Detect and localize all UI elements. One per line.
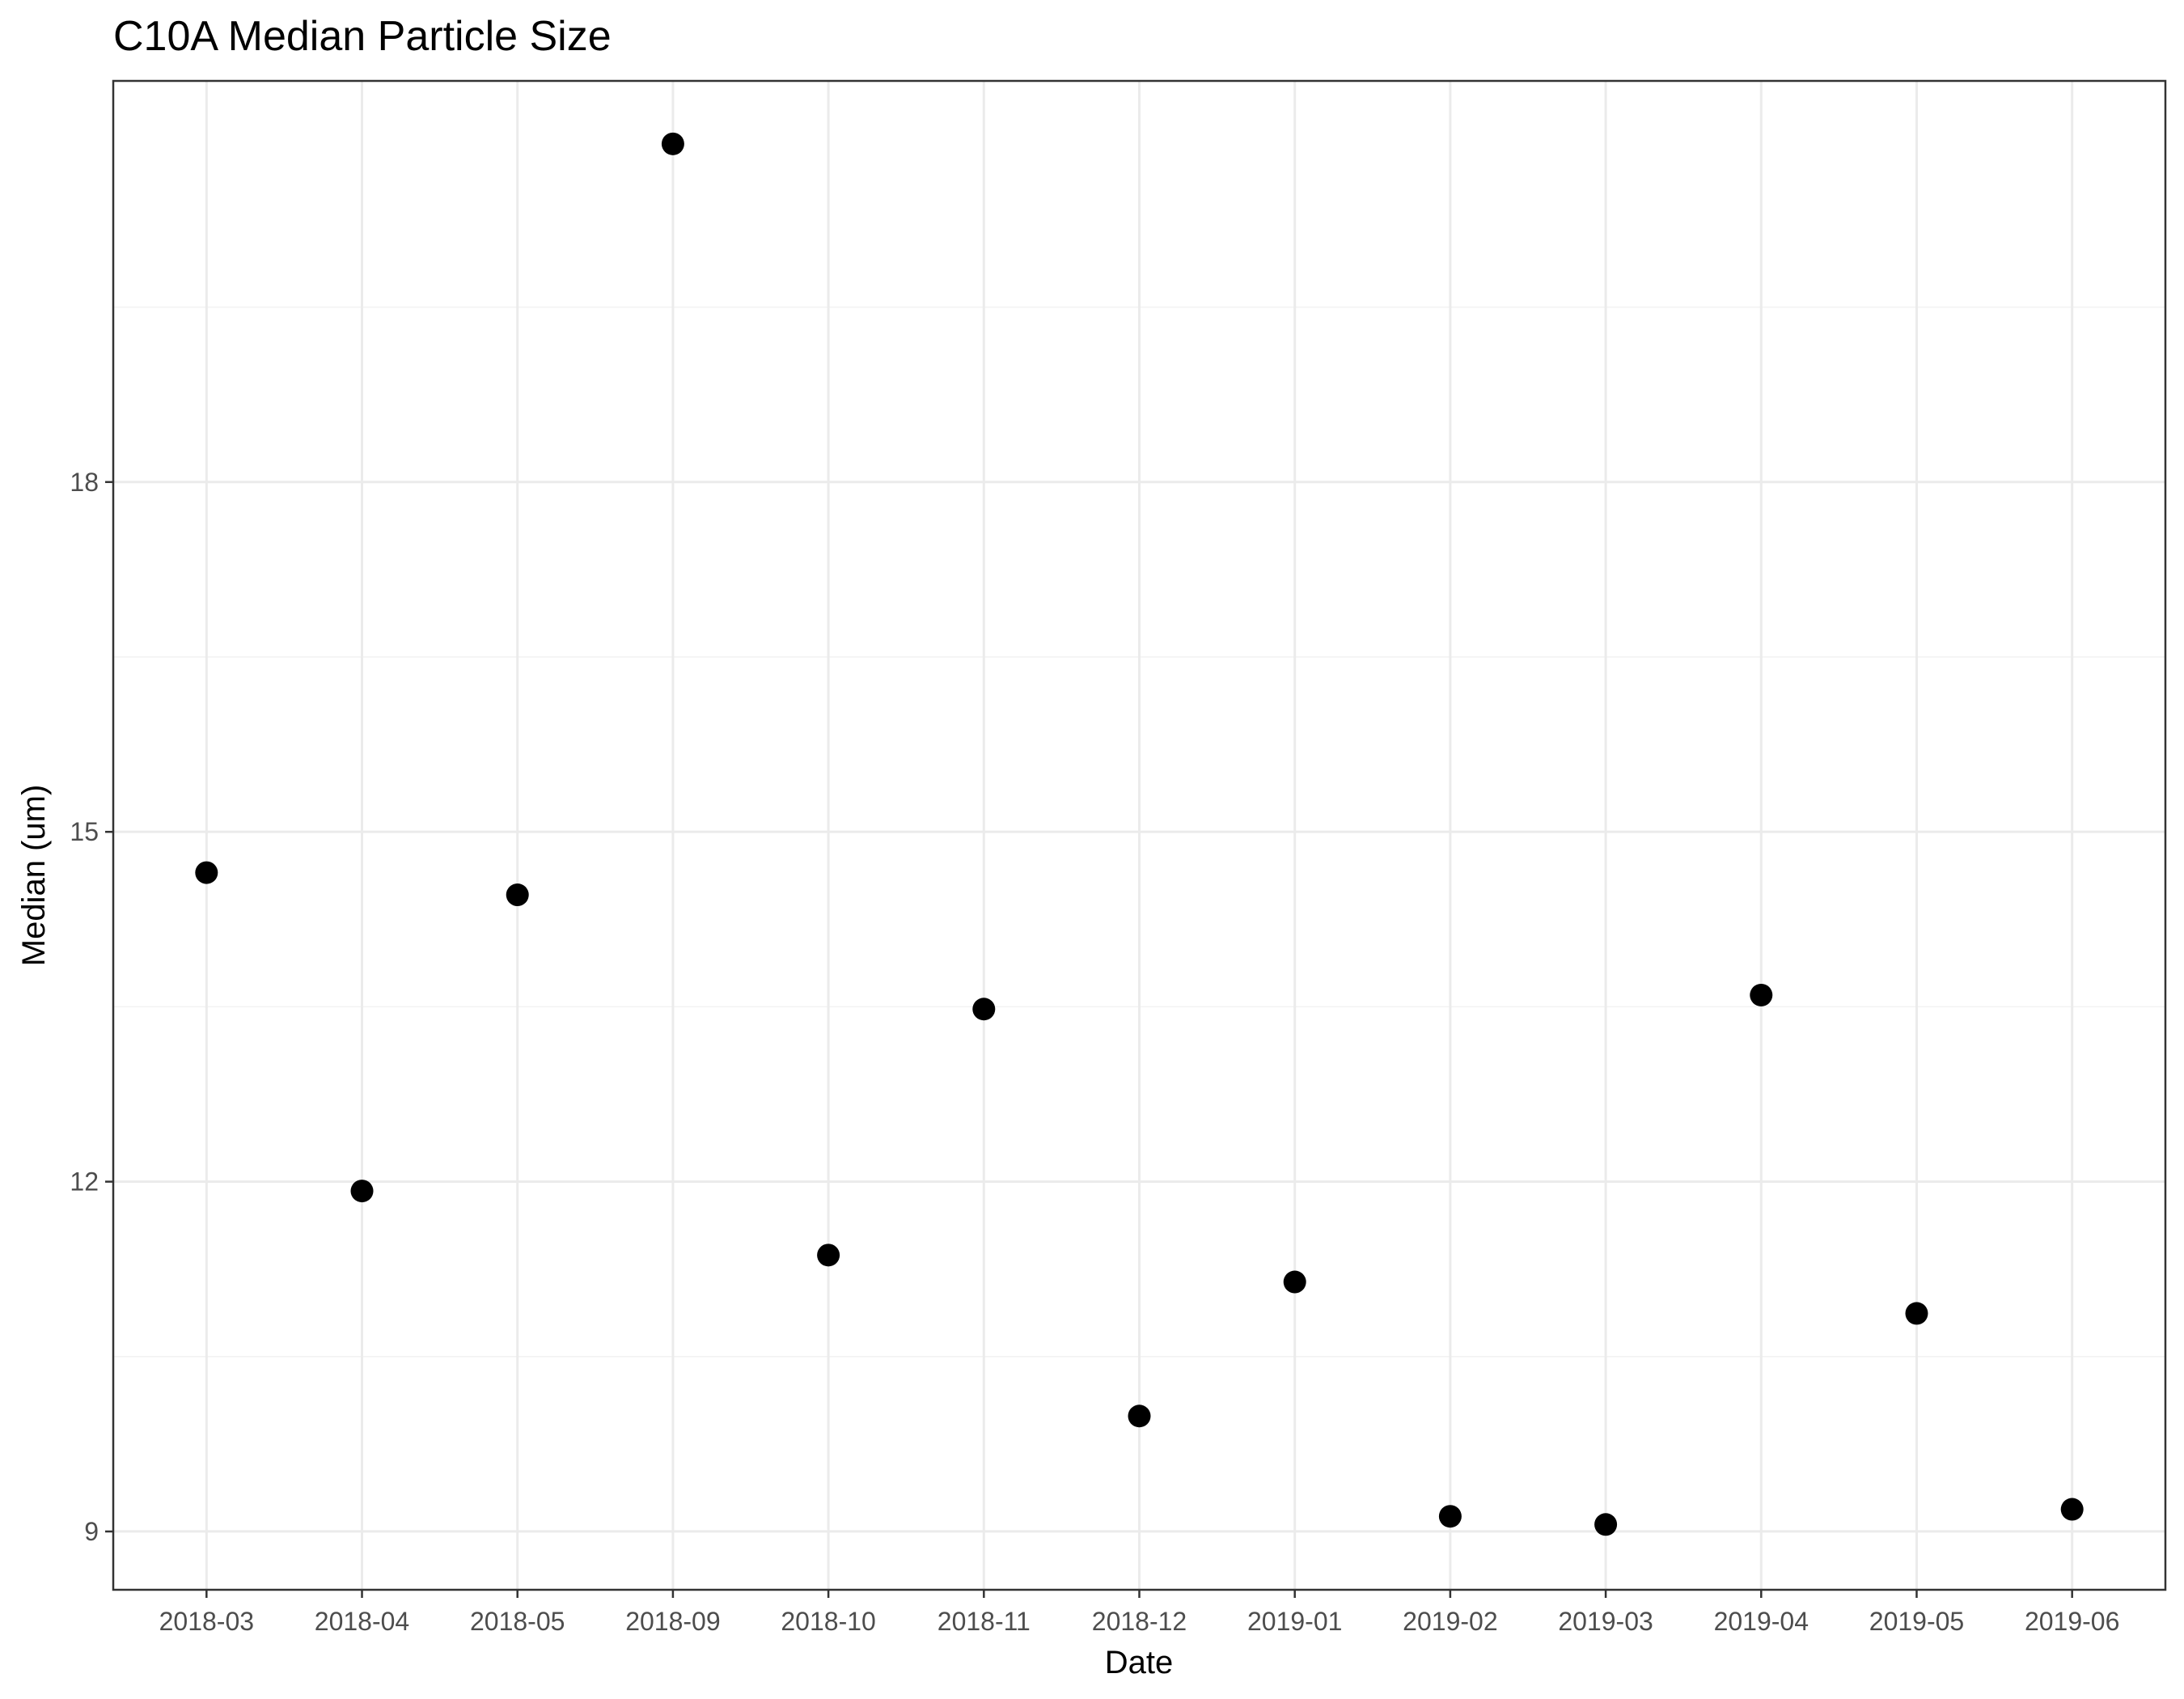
- data-point: [2060, 1498, 2084, 1521]
- data-point: [1905, 1302, 1928, 1325]
- x-tick-label: 2018-11: [938, 1607, 1031, 1636]
- data-point: [1128, 1405, 1151, 1428]
- grid-layer: [113, 81, 2165, 1590]
- y-axis-title: Median (um): [16, 785, 52, 967]
- data-point: [1594, 1513, 1618, 1536]
- x-tick-label: 2018-12: [1092, 1607, 1187, 1636]
- data-point: [506, 883, 529, 907]
- x-tick-label: 2019-02: [1403, 1607, 1497, 1636]
- x-tick-label: 2019-06: [2025, 1607, 2119, 1636]
- data-point: [1438, 1505, 1462, 1528]
- data-point: [1283, 1270, 1306, 1294]
- x-tick-label: 2019-03: [1558, 1607, 1653, 1636]
- axis-ticks: [105, 481, 2073, 1598]
- y-tick-label: 18: [70, 468, 99, 497]
- x-tick-label: 2018-10: [781, 1607, 875, 1636]
- data-points: [195, 132, 2084, 1536]
- x-tick-label: 2019-05: [1869, 1607, 1964, 1636]
- x-tick-label: 2018-04: [315, 1607, 409, 1636]
- y-tick-label: 12: [70, 1167, 99, 1197]
- data-point: [195, 861, 218, 884]
- x-tick-label: 2019-01: [1247, 1607, 1342, 1636]
- data-point: [972, 998, 996, 1021]
- data-point: [661, 132, 684, 155]
- chart-title: C10A Median Particle Size: [113, 13, 612, 60]
- x-tick-label: 2019-04: [1714, 1607, 1809, 1636]
- x-axis-title: Date: [1105, 1645, 1174, 1680]
- data-point: [817, 1244, 840, 1267]
- x-tick-label: 2018-03: [159, 1607, 254, 1636]
- y-tick-label: 9: [84, 1517, 99, 1546]
- data-point: [350, 1180, 374, 1203]
- tick-labels: 9 12 15 18 2018-03 2018-04 2018-05 2018-09 2018-…: [70, 468, 2119, 1636]
- x-tick-label: 2018-05: [470, 1607, 565, 1636]
- data-point: [1750, 983, 1773, 1006]
- y-tick-label: 15: [70, 817, 99, 846]
- x-tick-label: 2018-09: [625, 1607, 720, 1636]
